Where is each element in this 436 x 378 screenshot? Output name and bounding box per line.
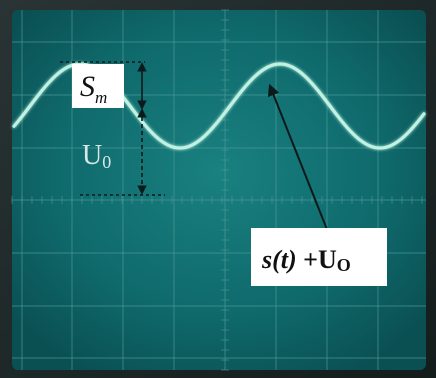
- offset-letter: U: [82, 140, 102, 171]
- offset-subscript: 0: [102, 152, 111, 172]
- signal-offset: +U: [297, 245, 337, 274]
- amplitude-letter: S: [80, 70, 95, 103]
- offset-label: U0: [82, 140, 111, 172]
- amplitude-label-box: [72, 64, 124, 108]
- amplitude-label: Sm: [80, 70, 107, 107]
- signal-offset-subscript: O: [337, 255, 351, 275]
- signal-label: s(t) +UO: [261, 245, 351, 275]
- amplitude-subscript: m: [95, 88, 107, 107]
- grid-ticks: [11, 9, 423, 371]
- signal-pointer-arrow: [267, 83, 329, 233]
- signal-function: s(t): [261, 245, 297, 274]
- signal-label-box: [251, 228, 387, 286]
